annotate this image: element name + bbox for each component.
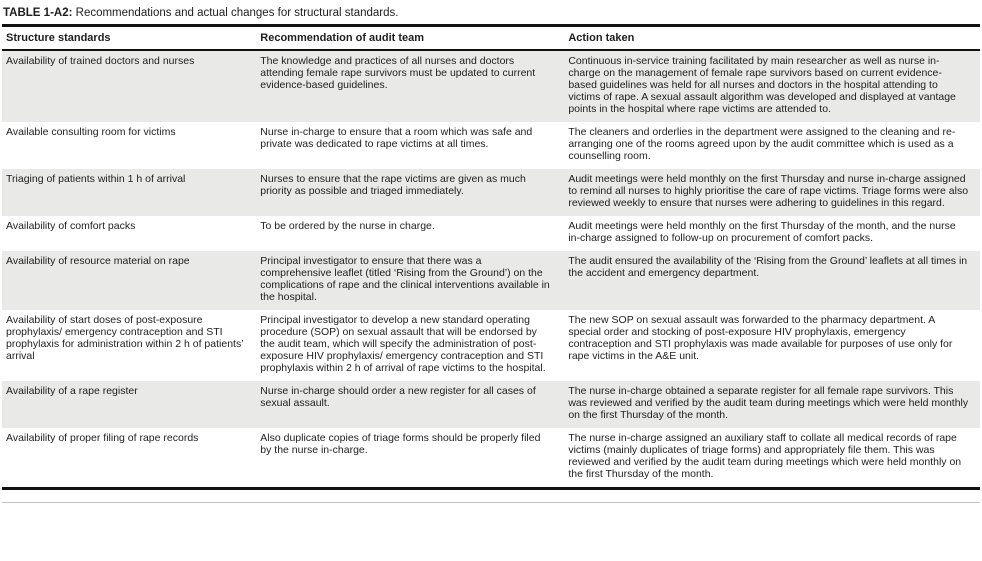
cell-action: The nurse in-charge assigned an auxiliar… bbox=[568, 432, 962, 480]
table-title: TABLE 1-A2: Recommendations and actual c… bbox=[2, 4, 980, 27]
column-header-recommendation: Recommendation of audit team bbox=[256, 27, 565, 51]
cell-action: The new SOP on sexual assault was forwar… bbox=[568, 314, 953, 362]
column-header-structure-standards: Structure standards bbox=[2, 27, 257, 51]
table-row: Availability of resource material on rap… bbox=[2, 251, 980, 310]
cell-recommendation: Also duplicate copies of triage forms sh… bbox=[260, 432, 541, 456]
cell-action: The audit ensured the availability of th… bbox=[568, 255, 968, 279]
table-row: Availability of proper filing of rape re… bbox=[2, 428, 980, 489]
cell-standard: Availability of resource material on rap… bbox=[6, 255, 190, 267]
standards-table: Structure standards Recommendation of au… bbox=[2, 27, 980, 490]
table-title-label: TABLE 1-A2: bbox=[3, 7, 73, 19]
page-bottom-rule bbox=[2, 502, 980, 503]
cell-recommendation: To be ordered by the nurse in charge. bbox=[260, 220, 435, 232]
cell-recommendation: Nurse in-charge should order a new regis… bbox=[260, 385, 536, 409]
cell-action: The cleaners and orderlies in the depart… bbox=[568, 126, 956, 162]
cell-recommendation: Principal investigator to develop a new … bbox=[260, 314, 546, 374]
cell-recommendation: Principal investigator to ensure that th… bbox=[260, 255, 550, 303]
cell-action: Audit meetings were held monthly on the … bbox=[568, 173, 969, 209]
table-row: Availability of comfort packs To be order… bbox=[2, 216, 980, 251]
cell-recommendation: The knowledge and practices of all nurse… bbox=[260, 55, 536, 91]
cell-standard: Availability of start doses of post-expo… bbox=[6, 314, 244, 362]
table-title-text: Recommendations and actual changes for s… bbox=[72, 7, 399, 19]
table-row: Triaging of patients within 1 h of arriv… bbox=[2, 169, 980, 216]
table-row: Availability of a rape register Nurse in-… bbox=[2, 381, 980, 428]
cell-recommendation: Nurses to ensure that the rape victims a… bbox=[260, 173, 526, 197]
table-row: Availability of start doses of post-expo… bbox=[2, 310, 980, 381]
cell-standard: Triaging of patients within 1 h of arriv… bbox=[6, 173, 186, 185]
table-row: Available consulting room for victims Nur… bbox=[2, 122, 980, 169]
header-row: Structure standards Recommendation of au… bbox=[2, 27, 980, 51]
cell-action: The nurse in-charge obtained a separate … bbox=[568, 385, 969, 421]
column-header-action-taken: Action taken bbox=[564, 27, 980, 51]
table-row: Availability of trained doctors and nurs… bbox=[2, 50, 980, 122]
table-container: TABLE 1-A2: Recommendations and actual c… bbox=[2, 4, 980, 503]
cell-standard: Availability of a rape register bbox=[6, 385, 138, 397]
cell-standard: Availability of comfort packs bbox=[6, 220, 136, 232]
cell-standard: Availability of proper filing of rape re… bbox=[6, 432, 199, 444]
cell-recommendation: Nurse in-charge to ensure that a room wh… bbox=[260, 126, 533, 150]
cell-standard: Availability of trained doctors and nurs… bbox=[6, 55, 195, 67]
cell-standard: Available consulting room for victims bbox=[6, 126, 176, 138]
cell-action: Continuous in-service training facilitat… bbox=[568, 55, 956, 115]
cell-action: Audit meetings were held monthly on the … bbox=[568, 220, 956, 244]
